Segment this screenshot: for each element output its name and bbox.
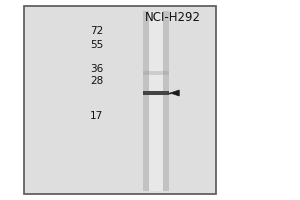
Polygon shape	[170, 90, 179, 96]
Bar	[143, 11, 169, 191]
Bar	[143, 91, 169, 95]
Text: 28: 28	[90, 76, 104, 86]
Bar	[24, 6, 216, 194]
Bar	[143, 71, 169, 75]
Text: 72: 72	[90, 26, 104, 36]
Text: NCI-H292: NCI-H292	[145, 11, 200, 24]
Bar	[149, 11, 163, 191]
Text: 17: 17	[90, 111, 104, 121]
Text: 36: 36	[90, 64, 104, 74]
Text: 55: 55	[90, 40, 104, 50]
